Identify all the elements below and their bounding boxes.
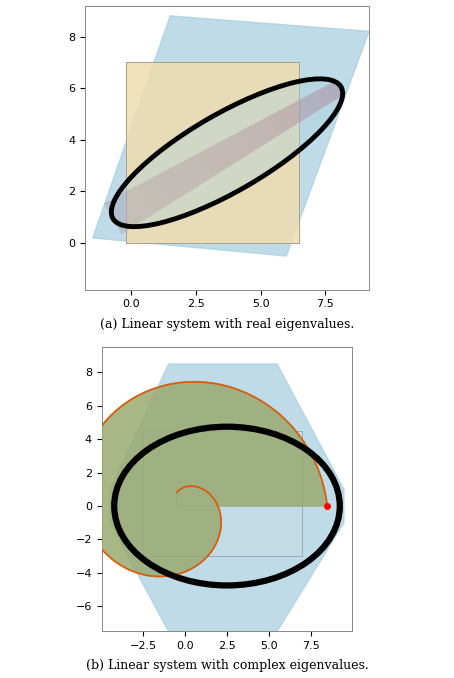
- Polygon shape: [110, 364, 344, 631]
- Ellipse shape: [111, 79, 343, 226]
- Polygon shape: [93, 16, 369, 256]
- Polygon shape: [79, 382, 327, 576]
- Polygon shape: [126, 62, 299, 243]
- X-axis label: (a) Linear system with real eigenvalues.: (a) Linear system with real eigenvalues.: [100, 318, 354, 331]
- X-axis label: (b) Linear system with complex eigenvalues.: (b) Linear system with complex eigenvalu…: [86, 660, 368, 673]
- Polygon shape: [143, 431, 302, 556]
